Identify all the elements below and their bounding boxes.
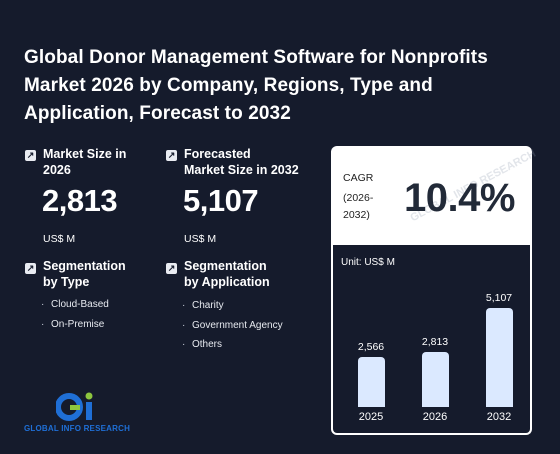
arrow-up-right-icon: ↗ [25,263,36,274]
market-size-label: Market Size in 2026 [43,147,127,177]
report-title: Global Donor Management Software for Non… [24,47,488,124]
chart-unit-label: Unit: US$ M [341,257,395,268]
market-size-bar-chart: Unit: US$ M 2,566 2025 2,813 2026 5,107 2032 [331,245,532,435]
bar-value-label: 5,107 [485,292,513,304]
list-item: · Cloud-Based [41,299,109,310]
bar-value-label: 2,813 [421,336,449,348]
cagr-value: 10.4% [404,176,515,220]
chart-bar [485,308,513,407]
arrow-up-right-icon: ↗ [166,150,177,161]
arrow-up-right-icon: ↗ [166,263,177,274]
bar-value-label: 2,566 [357,341,385,353]
market-size-unit: US$ M [43,233,76,245]
list-item: · Charity [182,300,224,311]
cagr-panel: GLOBAL INFO RESEARCH CAGR (2026- 2032) 1… [331,146,538,245]
x-tick-label: 2026 [422,411,448,423]
cagr-label: CAGR [343,172,374,184]
x-tick-label: 2032 [486,411,512,423]
market-size-value: 2,813 [42,183,118,218]
global-info-research-logo-icon [56,392,93,421]
forecast-value: 5,107 [183,183,259,218]
forecast-unit: US$ M [184,233,217,245]
chart-bar [357,357,385,407]
cagr-period-start: (2026- [343,192,374,204]
forecast-label: Forecasted Market Size in 2032 [184,147,299,177]
cagr-period-end: 2032) [343,209,370,221]
list-item: · Government Agency [182,320,283,331]
list-item: · Others [182,339,223,350]
chart-bar [421,352,449,407]
list-item: · On-Premise [41,319,105,330]
seg-app-label: Segmentation by Application [184,259,270,289]
seg-type-label: Segmentation by Type [43,259,126,289]
logo-text: GLOBAL INFO RESEARCH [24,424,131,433]
arrow-up-right-icon: ↗ [25,150,36,161]
x-tick-label: 2025 [358,411,384,423]
